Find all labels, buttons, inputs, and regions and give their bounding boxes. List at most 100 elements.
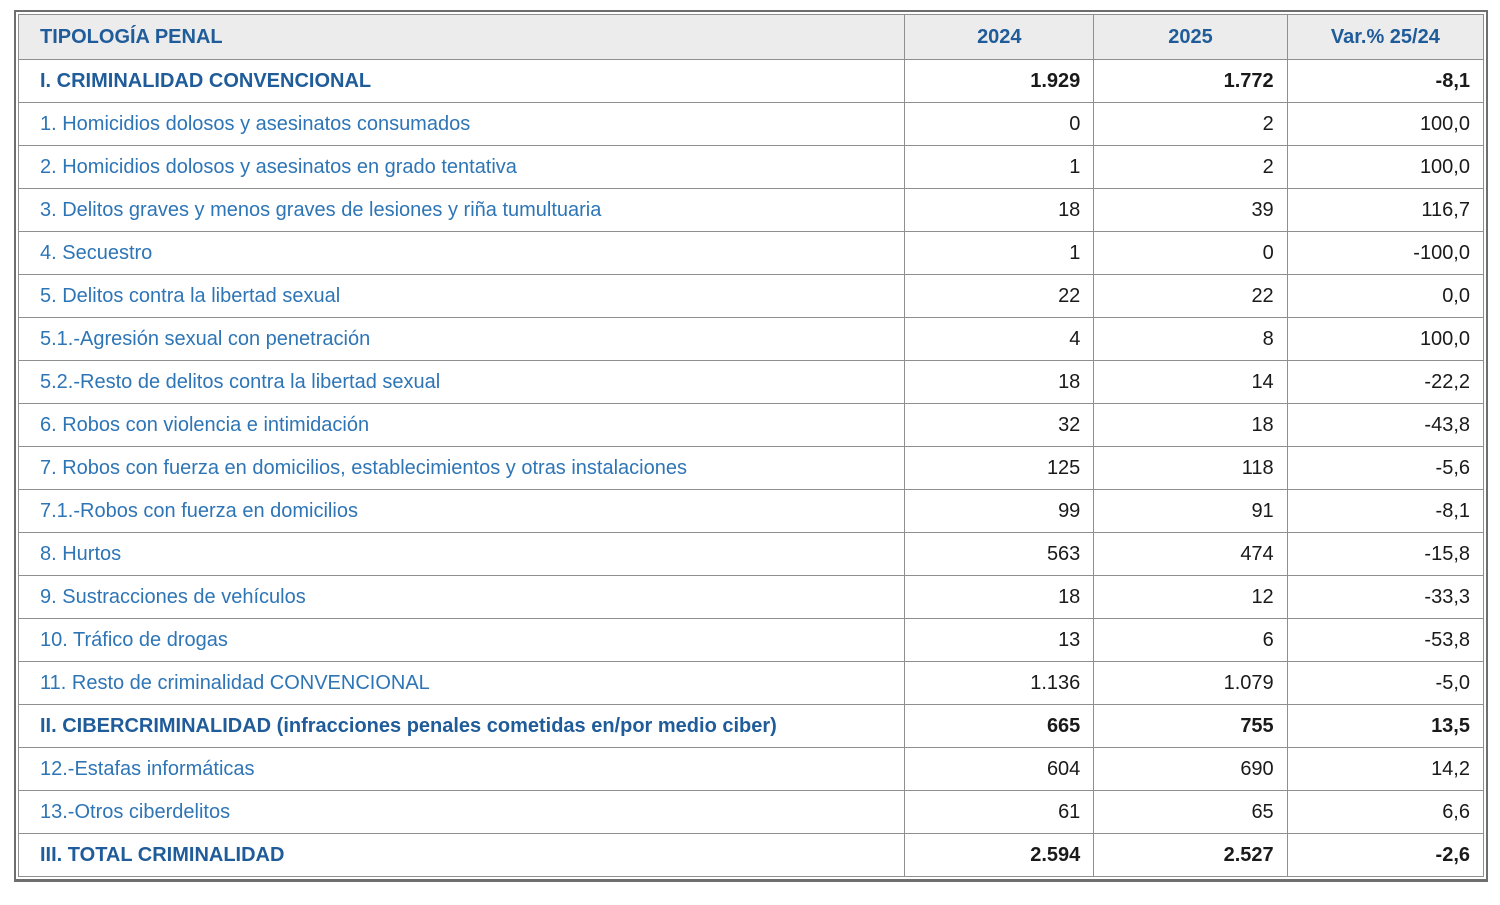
table-row: 4. Secuestro 1 0 -100,0 [17, 231, 1485, 275]
value-variation: 100,0 [1286, 317, 1485, 361]
value-variation: 100,0 [1286, 102, 1485, 146]
row-label: 1. Homicidios dolosos y asesinatos consu… [17, 102, 906, 146]
table-row: 7.1.-Robos con fuerza en domicilios 99 91-… [17, 489, 1485, 533]
value-2024: 1.929 [904, 59, 1095, 103]
row-label: III. TOTAL CRIMINALIDAD [17, 833, 906, 877]
value-2024: 32 [904, 403, 1095, 447]
value-variation: -8,1 [1286, 489, 1485, 533]
value-variation: 14,2 [1286, 747, 1485, 791]
value-variation: -5,6 [1286, 446, 1485, 490]
value-2024: 665 [904, 704, 1095, 748]
value-2025: 8 [1093, 317, 1288, 361]
value-2025: 2 [1093, 102, 1288, 146]
value-2025: 12 [1093, 575, 1288, 619]
column-header-variation: Var.% 25/24 [1286, 14, 1485, 60]
value-2025: 91 [1093, 489, 1288, 533]
row-label: 5.1.-Agresión sexual con penetración [17, 317, 906, 361]
row-label: 5. Delitos contra la libertad sexual [17, 274, 906, 318]
row-label: 7.1.-Robos con fuerza en domicilios [17, 489, 906, 533]
value-2024: 4 [904, 317, 1095, 361]
value-2024: 13 [904, 618, 1095, 662]
value-variation: 116,7 [1286, 188, 1485, 232]
value-2024: 22 [904, 274, 1095, 318]
value-2024: 1 [904, 145, 1095, 189]
row-label: 7. Robos con fuerza en domicilios, estab… [17, 446, 906, 490]
row-label: 5.2.-Resto de delitos contra la libertad… [17, 360, 906, 404]
value-2025: 1.772 [1093, 59, 1288, 103]
table-row: 13.-Otros ciberdelitos 61 65 6,6 [17, 790, 1485, 834]
value-2025: 39 [1093, 188, 1288, 232]
value-2024: 18 [904, 575, 1095, 619]
value-2025: 65 [1093, 790, 1288, 834]
value-variation: 100,0 [1286, 145, 1485, 189]
table-row: 1. Homicidios dolosos y asesinatos consu… [17, 102, 1485, 146]
value-variation: -5,0 [1286, 661, 1485, 705]
section-row: I. CRIMINALIDAD CONVENCIONAL 1.929 1.772 -8… [17, 59, 1485, 103]
table-row: 3. Delitos graves y menos graves de lesi… [17, 188, 1485, 232]
table-row: 5.1.-Agresión sexual con penetración 4 8 10… [17, 317, 1485, 361]
value-2025: 18 [1093, 403, 1288, 447]
value-variation: -2,6 [1286, 833, 1485, 877]
column-header-2025: 2025 [1093, 14, 1288, 60]
table-row: 2. Homicidios dolosos y asesinatos en gr… [17, 145, 1485, 189]
crime-statistics-table: TIPOLOGÍA PENAL 2024 2025 Var.% 25/24 I.… [17, 14, 1485, 877]
value-2024: 0 [904, 102, 1095, 146]
section-row: II. CIBERCRIMINALIDAD (infracciones pena… [17, 704, 1485, 748]
table-body: I. CRIMINALIDAD CONVENCIONAL 1.929 1.772 -8… [17, 59, 1485, 877]
crime-statistics-table-frame: TIPOLOGÍA PENAL 2024 2025 Var.% 25/24 I.… [14, 10, 1488, 882]
value-2024: 604 [904, 747, 1095, 791]
value-2024: 1 [904, 231, 1095, 275]
row-label: I. CRIMINALIDAD CONVENCIONAL [17, 59, 906, 103]
table-row: 6. Robos con violencia e intimidación 32 1… [17, 403, 1485, 447]
row-label: 6. Robos con violencia e intimidación [17, 403, 906, 447]
table-row: 10. Tráfico de drogas 13 6 -53,8 [17, 618, 1485, 662]
row-label: 8. Hurtos [17, 532, 906, 576]
value-variation: 6,6 [1286, 790, 1485, 834]
value-variation: -22,2 [1286, 360, 1485, 404]
table-row: 5.2.-Resto de delitos contra la libertad… [17, 360, 1485, 404]
column-header-2024: 2024 [904, 14, 1095, 60]
row-label: 10. Tráfico de drogas [17, 618, 906, 662]
column-header-tipologia-penal: TIPOLOGÍA PENAL [17, 14, 906, 60]
row-label: 4. Secuestro [17, 231, 906, 275]
value-2025: 22 [1093, 274, 1288, 318]
header-row: TIPOLOGÍA PENAL 2024 2025 Var.% 25/24 [17, 14, 1485, 60]
table-row: 11. Resto de criminalidad CONVENCIONAL 1.… [17, 661, 1485, 705]
value-2024: 61 [904, 790, 1095, 834]
value-variation: -100,0 [1286, 231, 1485, 275]
value-variation: -33,3 [1286, 575, 1485, 619]
value-2024: 563 [904, 532, 1095, 576]
value-2024: 1.136 [904, 661, 1095, 705]
value-2025: 0 [1093, 231, 1288, 275]
table-row: 12.-Estafas informáticas 604 690 14,2 [17, 747, 1485, 791]
table-row: 8. Hurtos 563 474 -15,8 [17, 532, 1485, 576]
value-variation: 13,5 [1286, 704, 1485, 748]
value-2025: 474 [1093, 532, 1288, 576]
value-2025: 2 [1093, 145, 1288, 189]
row-label: 3. Delitos graves y menos graves de lesi… [17, 188, 906, 232]
value-2025: 118 [1093, 446, 1288, 490]
value-2025: 2.527 [1093, 833, 1288, 877]
table-row: 5. Delitos contra la libertad sexual 22 22… [17, 274, 1485, 318]
value-variation: -8,1 [1286, 59, 1485, 103]
row-label: 13.-Otros ciberdelitos [17, 790, 906, 834]
table-row: 9. Sustracciones de vehículos 18 12 -33,3 [17, 575, 1485, 619]
value-variation: 0,0 [1286, 274, 1485, 318]
value-variation: -43,8 [1286, 403, 1485, 447]
value-variation: -15,8 [1286, 532, 1485, 576]
row-label: 9. Sustracciones de vehículos [17, 575, 906, 619]
row-label: 12.-Estafas informáticas [17, 747, 906, 791]
table-row: 7. Robos con fuerza en domicilios, estab… [17, 446, 1485, 490]
value-2025: 1.079 [1093, 661, 1288, 705]
value-variation: -53,8 [1286, 618, 1485, 662]
value-2024: 18 [904, 188, 1095, 232]
value-2024: 18 [904, 360, 1095, 404]
value-2024: 99 [904, 489, 1095, 533]
value-2025: 690 [1093, 747, 1288, 791]
value-2025: 6 [1093, 618, 1288, 662]
section-row: III. TOTAL CRIMINALIDAD 2.594 2.527 -2,6 [17, 833, 1485, 877]
row-label: II. CIBERCRIMINALIDAD (infracciones pena… [17, 704, 906, 748]
value-2024: 125 [904, 446, 1095, 490]
value-2025: 14 [1093, 360, 1288, 404]
row-label: 2. Homicidios dolosos y asesinatos en gr… [17, 145, 906, 189]
